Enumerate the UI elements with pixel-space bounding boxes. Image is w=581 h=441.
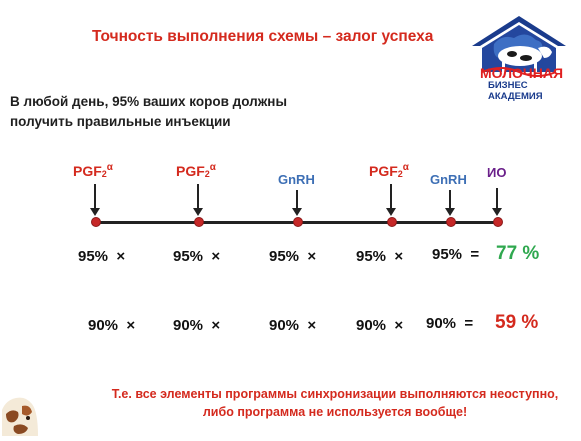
arrow-down-icon <box>492 188 502 216</box>
timeline-dot <box>194 217 204 227</box>
footer-line-2: либо программа не используется вообще! <box>202 405 468 419</box>
intro-line-1: В любой день, 95% ваших коров должны <box>10 94 287 109</box>
timeline-dot <box>91 217 101 227</box>
timeline-dot <box>446 217 456 227</box>
event-label-gnrh-1: GnRH <box>278 172 315 187</box>
event-label-gnrh-2: GnRH <box>430 172 467 187</box>
logo-line-1: Молочная <box>480 65 564 81</box>
arrow-down-icon <box>445 190 455 216</box>
cow-image <box>0 392 40 436</box>
row2-item-1: 90% × <box>88 317 136 334</box>
row2-item-3: 90% × <box>269 317 317 334</box>
event-label-pgf-3: PGF2α <box>369 162 409 179</box>
intro-line-2: получить правильные инъекции <box>10 114 231 129</box>
arrow-down-icon <box>90 184 100 216</box>
row2-result: 59 % <box>495 312 539 333</box>
arrow-down-icon <box>386 184 396 216</box>
row1-result: 77 % <box>496 243 540 264</box>
row1-item-1: 95% × <box>78 248 126 265</box>
row1-item-4: 95% × <box>356 248 404 265</box>
row2-item-5: 90% = <box>426 315 474 332</box>
logo-house-icon <box>472 16 566 77</box>
row2-item-4: 90% × <box>356 317 404 334</box>
footer-line-1: Т.е. все элементы программы синхронизаци… <box>111 387 559 401</box>
row2-item-2: 90% × <box>173 317 221 334</box>
row1-item-5: 95% = <box>432 246 480 263</box>
event-label-pgf-1: PGF2α <box>73 162 113 179</box>
event-label-io: ИО <box>487 165 507 180</box>
event-label-pgf-2: PGF2α <box>176 162 216 179</box>
timeline-dot <box>293 217 303 227</box>
slide-title: Точность выполнения схемы – залог успеха <box>92 28 434 45</box>
timeline-dot <box>387 217 397 227</box>
company-logo: Молочная Бизнес Академия <box>460 10 578 110</box>
intro-text: В любой день, 95% ваших коров должны пол… <box>10 92 310 132</box>
logo-line-2: Бизнес <box>488 80 528 91</box>
timeline-dot <box>493 217 503 227</box>
logo-line-3: Академия <box>488 91 543 102</box>
footer-note: Т.е. все элементы программы синхронизаци… <box>100 385 570 421</box>
row1-item-2: 95% × <box>173 248 221 265</box>
arrow-down-icon <box>292 190 302 216</box>
arrow-down-icon <box>193 184 203 216</box>
row1-item-3: 95% × <box>269 248 317 265</box>
